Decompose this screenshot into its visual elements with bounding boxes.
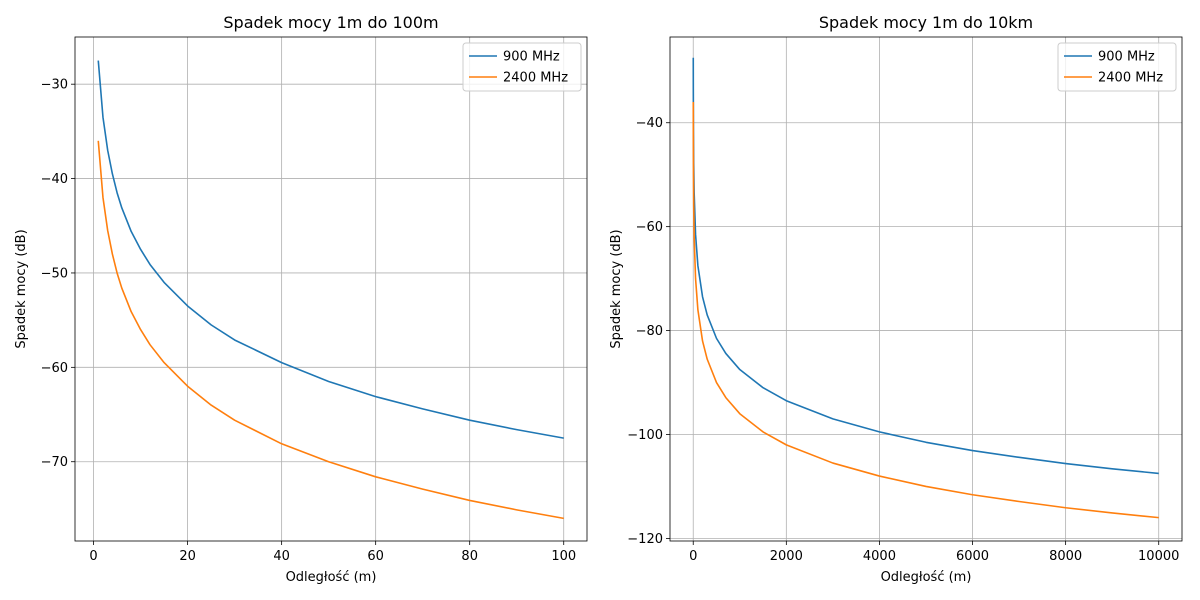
legend-box [1057,42,1177,92]
axes-frame [74,36,588,542]
y-axis-label: Spadek mocy (dB) [14,229,29,348]
x-tick-label: 0 [689,549,697,564]
legend: 900 MHz 2400 MHz [462,42,582,92]
x-tick-label: 2000 [770,549,803,564]
y-tick-label: −100 [627,428,663,443]
grid [75,37,587,541]
x-tick-label: 80 [461,549,478,564]
y-tick-label: −120 [627,532,663,547]
legend-label: 2400 MHz [1098,71,1163,86]
x-tick-label: 100 [551,549,576,564]
x-axis-label: Odległość (m) [286,570,377,585]
chart-title: Spadek mocy 1m do 100m [223,13,438,32]
x-tick-label: 20 [179,549,196,564]
legend-box [462,42,582,92]
series-line-900-mhz [692,57,1159,475]
y-tick-label: −70 [41,455,68,470]
y-tick-label: −80 [636,324,663,339]
legend-label: 2400 MHz [503,71,568,86]
series-line-2400-mhz [692,101,1159,519]
x-tick-label: 4000 [863,549,896,564]
chart-panel-2: 0 2000 4000 6000 8000 10000 −120 −100 −80 −60 −40 S… [609,13,1183,585]
y-tick-label: −60 [636,220,663,235]
x-tick-label: 40 [273,549,290,564]
grid [670,37,1182,541]
y-tick-label: −60 [41,361,68,376]
x-tick-label: 6000 [956,549,989,564]
legend: 900 MHz 2400 MHz [1057,42,1177,92]
y-axis-label: Spadek mocy (dB) [609,229,624,348]
y-tick-label: −30 [41,78,68,93]
y-tick-label: −50 [41,266,68,281]
axes-frame [669,36,1183,542]
chart-title: Spadek mocy 1m do 10km [819,13,1033,32]
x-tick-label: 0 [89,549,97,564]
series-line-2400-mhz [97,140,564,520]
x-axis-label: Odległość (m) [881,570,972,585]
y-tick-label: −40 [636,116,663,131]
legend-label: 900 MHz [1098,50,1155,65]
legend-label: 900 MHz [503,50,560,65]
x-tick-label: 60 [367,549,384,564]
x-tick-label: 10000 [1138,549,1179,564]
x-tick-label: 8000 [1049,549,1082,564]
y-tick-label: −40 [41,172,68,187]
series-line-900-mhz [97,60,564,439]
chart-panel-1: 0 20 40 60 80 100 −70 −60 −50 −40 −30 Spadek mocy 1… [14,13,588,585]
